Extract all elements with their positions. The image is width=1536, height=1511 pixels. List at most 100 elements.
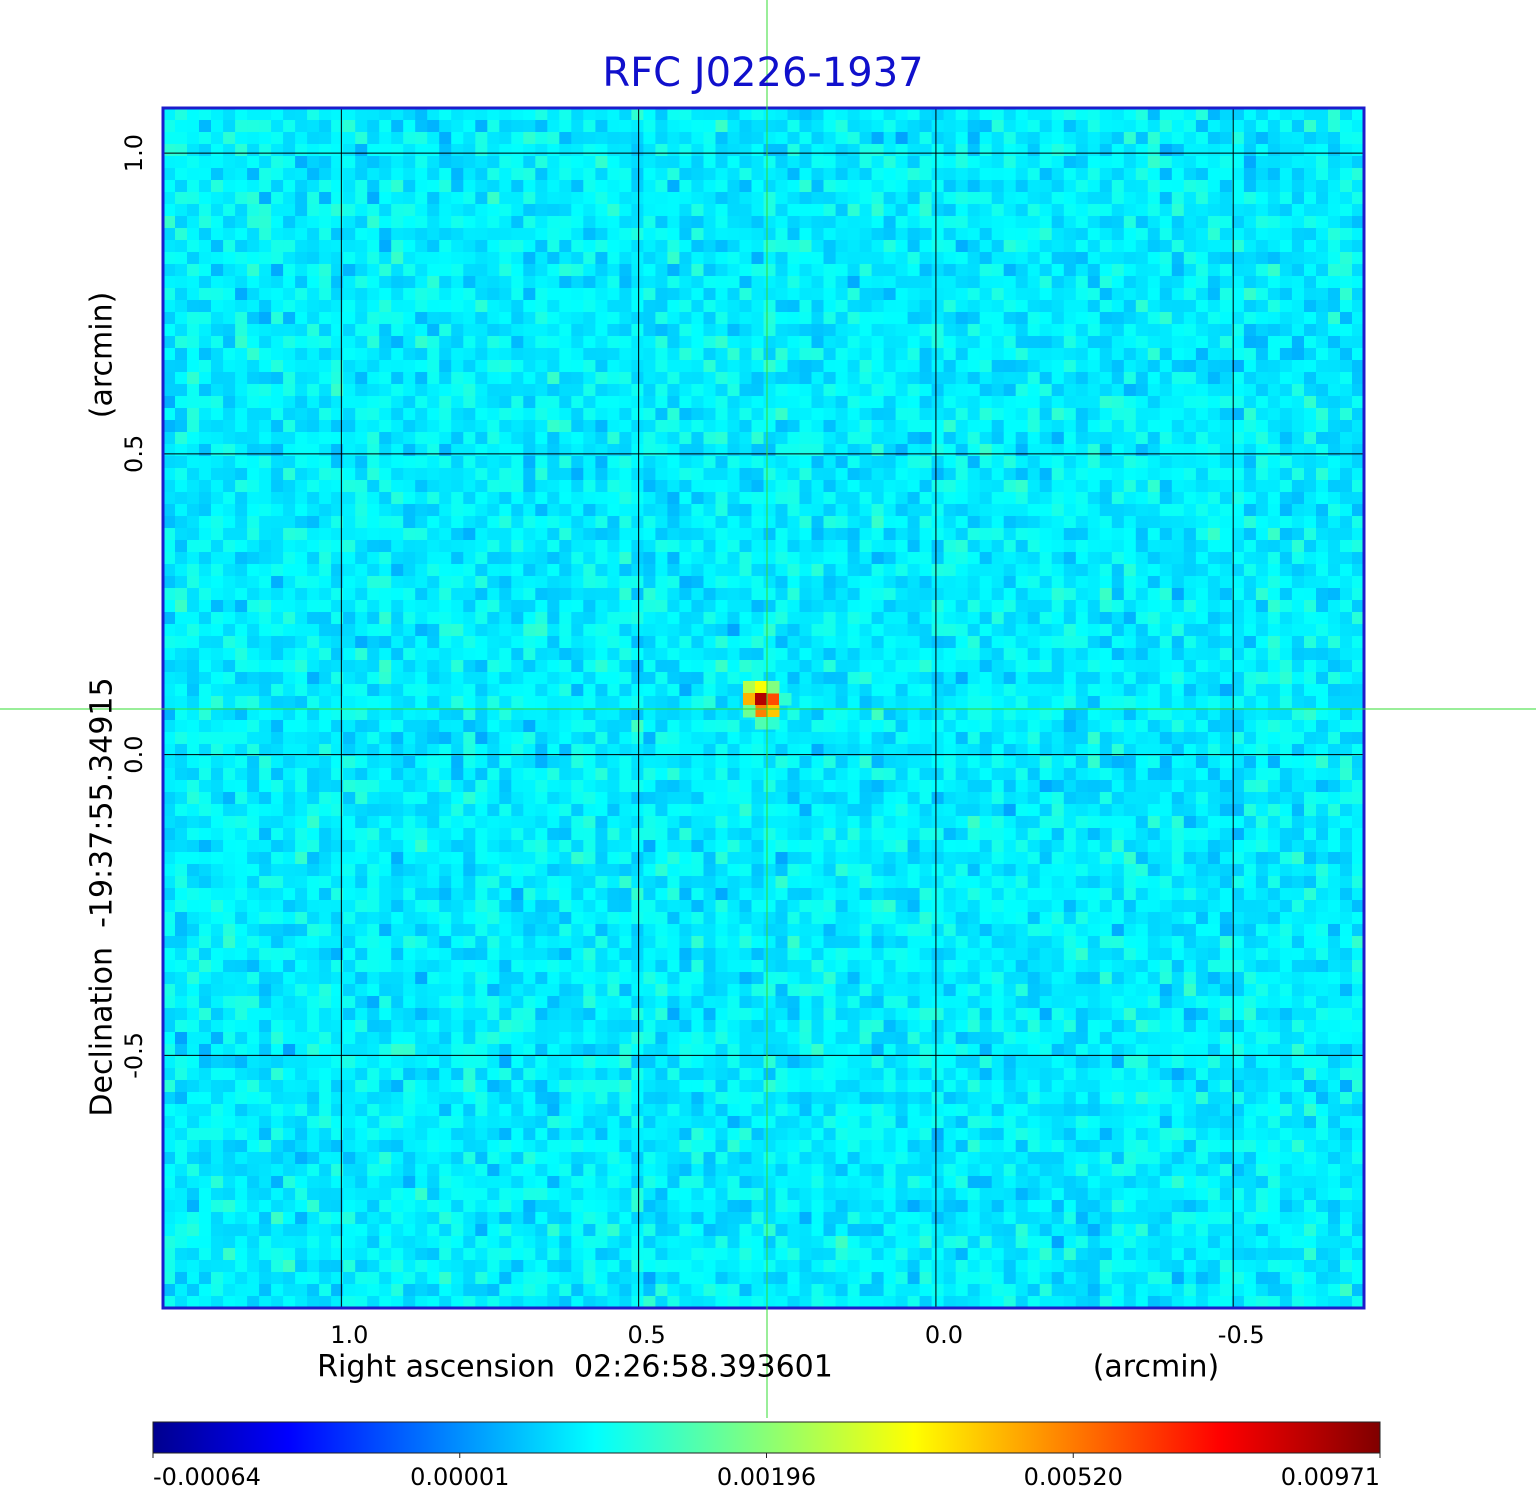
- pixel: [967, 180, 981, 193]
- pixel: [295, 168, 308, 181]
- pixel: [163, 624, 176, 637]
- pixel: [1051, 612, 1065, 625]
- pixel: [799, 192, 812, 205]
- pixel: [847, 144, 861, 157]
- pixel: [559, 108, 572, 121]
- pixel: [811, 132, 824, 145]
- pixel: [811, 432, 824, 445]
- pixel: [1291, 552, 1305, 565]
- pixel: [1267, 324, 1281, 337]
- pixel: [223, 492, 236, 505]
- pixel: [1279, 216, 1293, 229]
- pixel: [595, 468, 608, 481]
- pixel: [1123, 624, 1137, 637]
- pixel: [1195, 552, 1209, 565]
- pixel: [1027, 684, 1041, 697]
- pixel: [1279, 132, 1293, 145]
- pixel: [1328, 240, 1341, 253]
- pixel: [1291, 636, 1305, 649]
- pixel: [307, 456, 320, 469]
- pixel: [187, 348, 200, 361]
- pixel: [679, 612, 692, 625]
- pixel: [1183, 384, 1197, 397]
- pixel: [511, 672, 524, 685]
- pixel: [499, 156, 512, 169]
- pixel: [979, 372, 993, 385]
- pixel: [1111, 588, 1125, 601]
- pixel: [223, 468, 236, 481]
- pixel: [811, 516, 824, 529]
- pixel: [1219, 528, 1233, 541]
- pixel: [679, 660, 692, 673]
- pixel: [943, 192, 957, 205]
- pixel: [319, 264, 332, 277]
- pixel: [1243, 420, 1257, 433]
- pixel: [535, 204, 548, 217]
- pixel: [379, 120, 392, 133]
- pixel: [379, 540, 392, 553]
- pixel: [415, 384, 428, 397]
- pixel: [691, 456, 704, 469]
- pixel: [595, 588, 608, 601]
- pixel: [403, 432, 416, 445]
- pixel: [787, 300, 800, 313]
- pixel: [163, 444, 176, 457]
- pixel: [919, 624, 933, 637]
- pixel: [499, 444, 512, 457]
- pixel: [487, 204, 500, 217]
- pixel: [619, 468, 632, 481]
- pixel: [1039, 528, 1053, 541]
- pixel: [859, 132, 873, 145]
- pixel: [379, 480, 392, 493]
- pixel: [163, 432, 176, 445]
- pixel: [727, 240, 740, 253]
- pixel: [643, 156, 656, 169]
- pixel: [607, 132, 620, 145]
- pixel: [1231, 420, 1245, 433]
- pixel: [415, 312, 428, 325]
- pixel: [295, 468, 308, 481]
- pixel: [955, 552, 969, 565]
- pixel: [367, 204, 380, 217]
- pixel: [223, 696, 236, 709]
- pixel: [1123, 456, 1137, 469]
- pixel: [691, 132, 704, 145]
- pixel: [1123, 600, 1137, 613]
- pixel: [979, 624, 993, 637]
- pixel: [1340, 168, 1353, 181]
- pixel: [931, 516, 945, 529]
- pixel: [211, 696, 224, 709]
- pixel: [1340, 360, 1353, 373]
- pixel: [1183, 108, 1197, 121]
- pixel: [511, 528, 524, 541]
- pixel: [715, 588, 728, 601]
- pixel: [247, 120, 260, 133]
- pixel: [451, 132, 464, 145]
- pixel: [847, 636, 861, 649]
- pixel: [1304, 396, 1317, 409]
- pixel: [859, 228, 873, 241]
- pixel: [703, 432, 716, 445]
- pixel: [955, 120, 969, 133]
- pixel: [667, 324, 680, 337]
- pixel: [199, 204, 212, 217]
- pixel: [1267, 204, 1281, 217]
- pixel: [475, 168, 488, 181]
- pixel: [967, 624, 981, 637]
- pixel: [235, 300, 248, 313]
- pixel: [1159, 252, 1173, 265]
- pixel: [355, 384, 368, 397]
- pixel: [223, 360, 236, 373]
- pixel: [523, 192, 536, 205]
- pixel: [175, 684, 188, 697]
- pixel: [679, 396, 692, 409]
- pixel: [175, 312, 188, 325]
- pixel: [571, 504, 584, 517]
- pixel: [1207, 120, 1221, 133]
- pixel: [211, 132, 224, 145]
- pixel: [463, 144, 476, 157]
- pixel: [211, 396, 224, 409]
- pixel: [895, 444, 909, 457]
- pixel: [319, 348, 332, 361]
- pixel: [1207, 132, 1221, 145]
